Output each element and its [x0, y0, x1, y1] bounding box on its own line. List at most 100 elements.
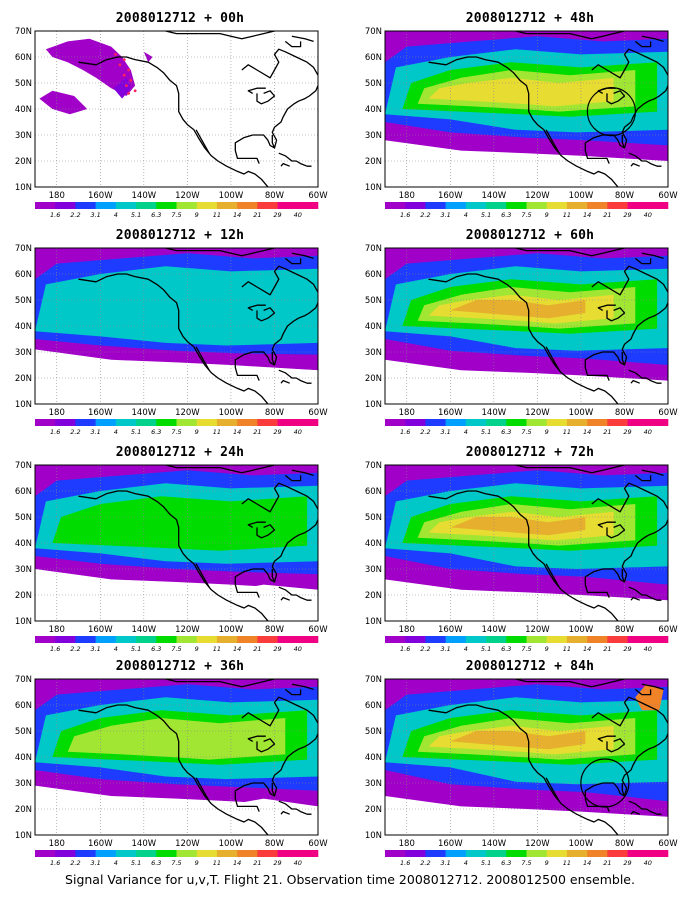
colorbar-label: 29: [273, 859, 281, 867]
colorbar-label: 6.3: [151, 428, 161, 436]
colorbar-label: 2.2: [420, 645, 430, 653]
coastline: [545, 346, 560, 371]
coastline: [271, 519, 318, 583]
colorbar-segment: [526, 850, 548, 857]
lon-tick-label: 120W: [175, 839, 200, 849]
lat-tick-label: 20N: [365, 374, 382, 384]
map-frame: [384, 678, 669, 836]
coastline: [428, 273, 619, 404]
lon-tick-label: 140W: [482, 625, 507, 635]
lon-tick-label: 180: [49, 191, 65, 201]
colorbar-segment: [566, 636, 588, 643]
colorbar-label: 6.3: [501, 428, 511, 436]
lat-tick-label: 70N: [365, 461, 382, 471]
colorbar-segment: [237, 636, 258, 643]
colorbar-label: 3.1: [440, 428, 450, 436]
colorbar-segment: [587, 202, 608, 209]
colorbar-segment: [546, 419, 568, 426]
lon-tick-label: 120W: [525, 408, 550, 418]
coastline: [630, 379, 640, 384]
lon-tick-label: 180: [49, 839, 65, 849]
coastline: [621, 519, 668, 583]
colorbar-segment: [156, 419, 177, 426]
coastline: [591, 482, 668, 513]
coastline: [256, 738, 276, 753]
coastline: [247, 87, 266, 94]
colorbar-label: 29: [273, 428, 281, 436]
coastline: [271, 302, 318, 366]
colorbar-segment: [176, 850, 198, 857]
lon-tick-label: 140W: [482, 191, 507, 201]
colorbar-label: 1.6: [400, 645, 410, 653]
lat-tick-label: 40N: [365, 539, 382, 549]
colorbar-segment: [176, 636, 198, 643]
colorbar-segment: [445, 850, 467, 857]
coastline: [628, 586, 662, 601]
coastline: [280, 162, 290, 167]
colorbar-label: 21: [253, 859, 261, 867]
lat-tick-label: 70N: [365, 675, 382, 685]
lat-tick-label: 40N: [15, 105, 32, 115]
colorbar-label: 1.6: [50, 859, 60, 867]
map-panel: 2008012712 + 12h 70N 60N 50N 40N 30N 20N 10N 180…: [10, 225, 350, 440]
colorbar-label: 2.2: [70, 211, 80, 219]
colorbar-segment: [297, 636, 319, 643]
colorbar-label: 21: [603, 211, 611, 219]
colorbar-label: 2.2: [420, 859, 430, 867]
colorbar-label: 14: [233, 211, 241, 219]
colorbar-segment: [607, 202, 628, 209]
colorbar-label: 5.1: [481, 645, 491, 653]
colorbar-segment: [216, 850, 238, 857]
coastline: [428, 704, 619, 835]
lat-tick-label: 50N: [15, 79, 32, 89]
coastline: [278, 369, 312, 384]
coastline: [247, 735, 266, 742]
colorbar-segment: [257, 419, 278, 426]
colorbar-segment: [445, 202, 467, 209]
colorbar-label: 40: [644, 428, 652, 436]
coastline: [602, 568, 626, 583]
lat-tick-label: 20N: [15, 805, 32, 815]
colorbar-segment: [35, 850, 56, 857]
colorbar-segment: [115, 202, 137, 209]
coastline: [234, 782, 260, 812]
colorbar-label: 7.5: [171, 859, 181, 867]
colorbar-label: 9: [545, 859, 549, 867]
colorbar-segment: [115, 850, 137, 857]
colorbar-label: 9: [545, 645, 549, 653]
lat-tick-label: 60N: [365, 487, 382, 497]
lat-tick-label: 60N: [15, 53, 32, 63]
colorbar-label: 5.1: [131, 859, 141, 867]
colorbar-segment: [647, 202, 669, 209]
lat-tick-label: 60N: [365, 270, 382, 280]
colorbar-segment: [216, 636, 238, 643]
lon-tick-label: 100W: [219, 625, 244, 635]
colorbar-label: 2.2: [70, 859, 80, 867]
colorbar-label: 4: [464, 211, 468, 219]
lon-tick-label: 180: [399, 625, 415, 635]
colorbar-segment: [647, 850, 669, 857]
colorbar-label: 14: [233, 645, 241, 653]
colorbar-label: 14: [583, 211, 591, 219]
colorbar-segment: [607, 419, 628, 426]
colorbar-label: 7.5: [171, 211, 181, 219]
colorbar-segment: [196, 636, 218, 643]
colorbar-segment: [566, 419, 588, 426]
lon-tick-label: 160W: [88, 839, 113, 849]
colorbar-segment: [55, 636, 76, 643]
coastline: [241, 482, 318, 513]
colorbar-label: 21: [603, 859, 611, 867]
coastline: [165, 679, 199, 683]
coastline: [165, 248, 199, 252]
colorbar-label: 40: [644, 645, 652, 653]
figure-caption: Signal Variance for u,v,T. Flight 21. Ob…: [65, 872, 635, 887]
colorbar-label: 3.1: [440, 859, 450, 867]
lon-tick-label: 180: [399, 408, 415, 418]
lon-tick-label: 180: [399, 191, 415, 201]
colorbar-label: 11: [213, 211, 221, 219]
colorbar-label: 29: [623, 859, 631, 867]
lon-tick-label: 140W: [132, 191, 157, 201]
flight-track-point: [114, 53, 117, 56]
variance-contour-fill: [220, 798, 318, 835]
coastline: [78, 704, 269, 835]
